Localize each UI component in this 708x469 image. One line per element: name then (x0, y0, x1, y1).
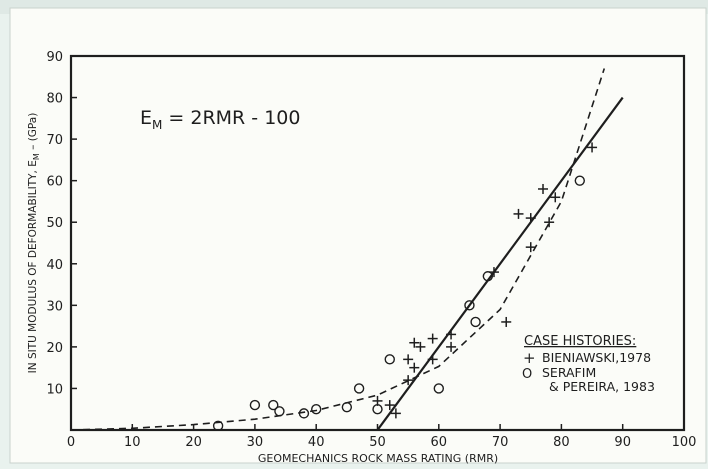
data-points (212, 142, 598, 432)
plus-marker (403, 354, 414, 365)
x-tick-label: 0 (67, 435, 75, 450)
x-tick-label: 100 (672, 435, 697, 450)
plus-marker (538, 183, 549, 194)
circle-marker (249, 399, 261, 411)
plus-marker (587, 142, 598, 153)
plus-marker (390, 408, 401, 419)
legend-circle-marker: O (522, 367, 532, 382)
plus-marker (446, 329, 457, 340)
solid-fit-line (376, 96, 624, 431)
legend-entry-serafim: SERAFIM (542, 365, 596, 380)
x-axis-title: GEOMECHANICS ROCK MASS RATING (RMR) (258, 452, 498, 465)
circle-marker (341, 401, 353, 413)
plus-marker (427, 333, 438, 344)
y-tick-label: 10 (46, 382, 63, 397)
plus-marker (513, 208, 524, 219)
y-tick-label: 30 (46, 299, 63, 314)
plus-marker (446, 341, 457, 352)
plus-marker (427, 354, 438, 365)
plus-marker (409, 337, 420, 348)
circle-marker (470, 316, 481, 328)
y-axis-title: IN SITU MODULUS OF DEFORMABILITY, EM – (… (27, 113, 41, 374)
circle-marker (311, 404, 322, 415)
circle-marker (372, 404, 383, 415)
y-tick-label: 40 (46, 258, 63, 273)
circle-marker (464, 300, 475, 311)
legend-entry-pereira: & PEREIRA, 1983 (549, 379, 655, 394)
circle-marker (298, 408, 310, 419)
circle-marker (574, 175, 585, 186)
circle-marker (433, 383, 444, 394)
y-tick-label: 50 (46, 216, 63, 231)
plus-marker (409, 362, 420, 373)
circle-marker (268, 399, 279, 411)
plus-marker (403, 375, 414, 386)
x-tick-label: 70 (492, 435, 509, 450)
plus-marker (525, 242, 536, 253)
circle-marker (212, 420, 224, 432)
circle-marker (274, 406, 285, 417)
x-tick-label: 60 (431, 435, 448, 450)
plus-marker (525, 213, 536, 224)
circle-marker (482, 271, 494, 282)
legend: CASE HISTORIES: + BIENIAWSKI,1978 O SERA… (522, 334, 655, 394)
x-tick-label: 80 (553, 435, 570, 450)
y-tick-label: 80 (46, 92, 63, 107)
y-tick-labels: 10 20 30 40 50 60 70 80 90 (46, 50, 63, 397)
y-tick-label: 60 (46, 175, 63, 190)
plus-marker (544, 217, 555, 228)
equation-annotation: EM = 2RMR - 100 (140, 107, 300, 132)
circle-marker (353, 383, 365, 394)
plus-marker (384, 400, 395, 411)
plus-marker (415, 341, 426, 352)
legend-entry-bieniawski: BIENIAWSKI,1978 (542, 350, 651, 365)
y-tick-label: 90 (46, 50, 63, 65)
legend-plus-marker: + (523, 349, 536, 367)
x-tick-label: 30 (247, 435, 264, 450)
y-tick-label: 20 (46, 341, 63, 356)
y-tick-label: 70 (46, 133, 63, 148)
x-tick-label: 40 (308, 435, 325, 450)
plus-marker (550, 192, 561, 203)
x-tick-label: 50 (369, 435, 386, 450)
x-tick-label: 20 (185, 435, 202, 450)
plus-marker (501, 316, 512, 327)
circle-marker (384, 354, 395, 365)
legend-title: CASE HISTORIES: (524, 334, 636, 349)
x-tick-label: 10 (124, 435, 141, 450)
x-tick-label: 90 (614, 435, 631, 450)
x-tick-labels: 0 10 20 30 40 50 60 70 80 90 100 (67, 435, 697, 450)
